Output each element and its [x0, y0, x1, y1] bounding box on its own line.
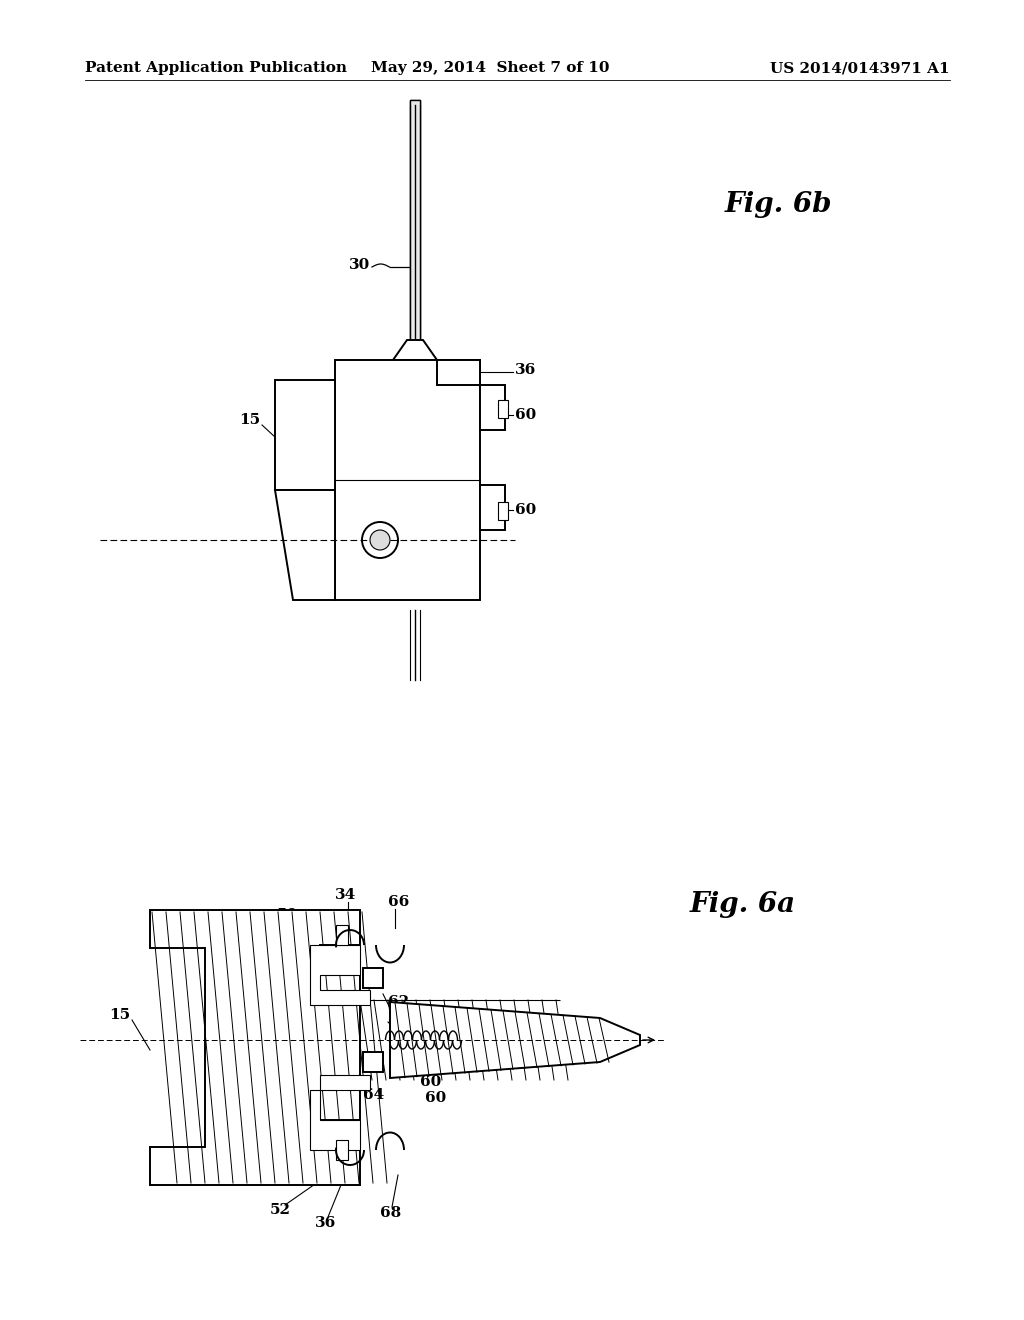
Text: 58: 58 [388, 1011, 410, 1026]
Text: 52: 52 [270, 1203, 291, 1217]
Bar [336, 1140, 348, 1160]
Text: 60: 60 [515, 503, 537, 517]
Polygon shape [390, 1002, 640, 1078]
Text: 30: 30 [408, 1061, 429, 1074]
Circle shape [370, 531, 390, 550]
Polygon shape [275, 490, 335, 601]
Text: Fig. 6a: Fig. 6a [690, 891, 796, 919]
Bar [362, 1052, 383, 1072]
Bar [362, 968, 383, 987]
Polygon shape [393, 341, 437, 360]
Text: 66: 66 [388, 895, 410, 909]
Bar [480, 484, 505, 531]
Bar [480, 385, 505, 430]
Text: 36: 36 [515, 363, 537, 378]
Polygon shape [310, 1074, 370, 1150]
Text: 15: 15 [239, 413, 260, 426]
Polygon shape [310, 945, 370, 1005]
Text: 36: 36 [315, 1216, 336, 1230]
Text: 28: 28 [406, 1020, 426, 1035]
Bar [275, 380, 335, 490]
Text: May 29, 2014  Sheet 7 of 10: May 29, 2014 Sheet 7 of 10 [371, 61, 609, 75]
Bar [336, 925, 348, 945]
Text: 62: 62 [388, 995, 410, 1008]
Text: Fig. 6b: Fig. 6b [725, 191, 833, 219]
Text: Patent Application Publication: Patent Application Publication [85, 61, 347, 75]
Bar [410, 100, 420, 380]
Bar [498, 502, 508, 520]
Text: US 2014/0143971 A1: US 2014/0143971 A1 [770, 61, 950, 75]
Text: 60: 60 [420, 1074, 441, 1089]
Text: 60: 60 [425, 1092, 446, 1105]
Polygon shape [437, 360, 480, 385]
Text: 15: 15 [109, 1008, 130, 1022]
Bar [498, 400, 508, 418]
Polygon shape [150, 909, 360, 1185]
Text: 68: 68 [380, 1206, 401, 1220]
Text: 30: 30 [349, 257, 370, 272]
Text: 60: 60 [515, 408, 537, 422]
Text: 34: 34 [335, 888, 356, 902]
Text: 64: 64 [362, 1088, 384, 1102]
Bar [335, 360, 480, 601]
Bar [410, 100, 420, 341]
Text: 50: 50 [276, 908, 298, 921]
Circle shape [362, 521, 398, 558]
